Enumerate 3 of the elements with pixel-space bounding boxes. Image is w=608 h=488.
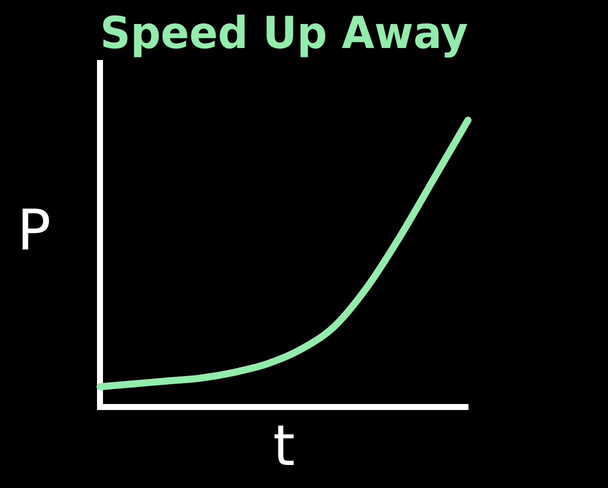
chart-title: Speed Up Away <box>100 8 468 60</box>
x-axis-title: t <box>273 414 295 479</box>
y-axis-title: P <box>17 198 51 264</box>
